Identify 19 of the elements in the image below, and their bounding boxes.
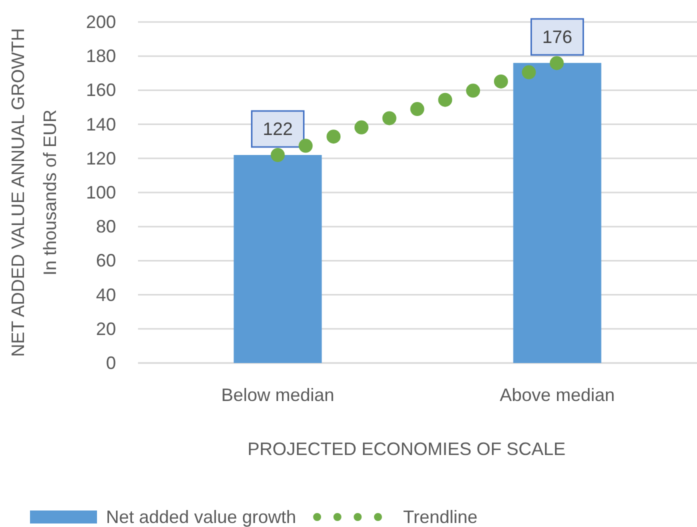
y-tick-label: 160 bbox=[86, 80, 116, 100]
data-label: 176 bbox=[542, 26, 572, 47]
y-tick-label: 40 bbox=[96, 284, 116, 305]
data-label: 122 bbox=[262, 118, 293, 139]
legend-label: Trendline bbox=[403, 507, 478, 527]
y-tick-label: 200 bbox=[86, 12, 116, 32]
y-tick-label: 0 bbox=[106, 353, 116, 373]
y-tick-label: 60 bbox=[96, 250, 116, 271]
y-axis-title: NET ADDED VALUE ANNUAL GROWTH In thousands of EUR bbox=[8, 28, 60, 357]
legend-label: Net added value growth bbox=[106, 507, 296, 527]
y-tick-label: 100 bbox=[86, 182, 116, 202]
x-axis-title: PROJECTED ECONOMIES OF SCALE bbox=[247, 439, 566, 459]
x-tick-label: Above median bbox=[500, 385, 615, 405]
y-tick-label: 80 bbox=[96, 216, 116, 237]
x-tick-label: Below median bbox=[221, 385, 334, 405]
y-tick-label: 20 bbox=[96, 318, 116, 339]
y-tick-label: 120 bbox=[86, 148, 116, 168]
y-tick-label: 140 bbox=[86, 114, 116, 134]
y-tick-label: 180 bbox=[86, 46, 116, 66]
